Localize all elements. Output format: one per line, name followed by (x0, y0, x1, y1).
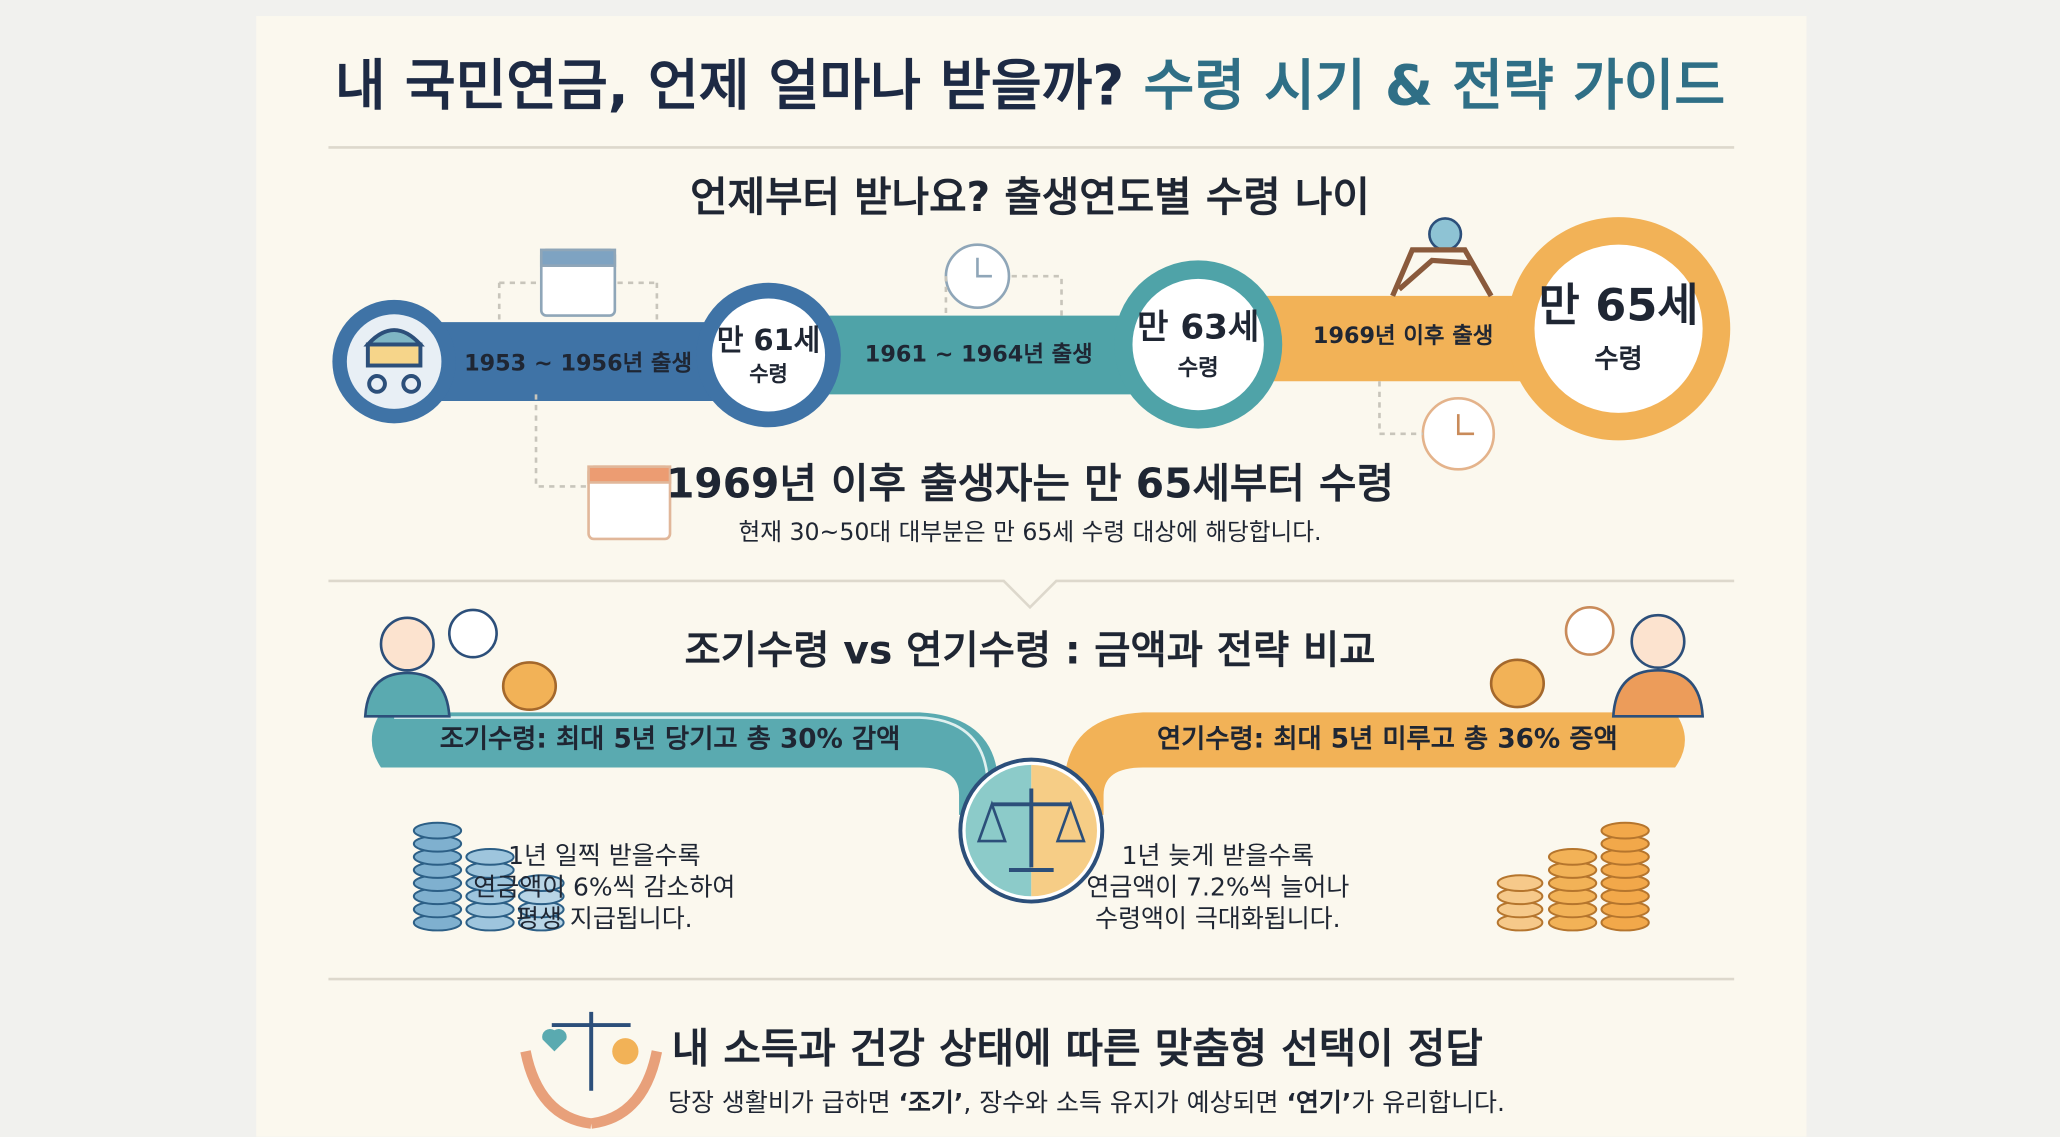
stage-label: 수령 (749, 361, 788, 386)
coin (517, 874, 565, 893)
conclusion-title: 내 소득과 건강 상태에 따른 맞춤형 선택이 정답 (672, 1024, 1483, 1072)
coin (1496, 874, 1544, 893)
coin (1600, 821, 1650, 840)
late-line: 1년 늦게 받을수록 (1122, 841, 1314, 870)
stage-birth: 1953 ~ 1956년 출생 (464, 351, 692, 377)
late-line: 수령액이 극대화됩니다. (1095, 904, 1340, 933)
note-run: 가 유리합니다. (1351, 1088, 1505, 1117)
coin-stacks (412, 821, 1650, 932)
divider (328, 579, 1735, 610)
comparison-graphic (363, 605, 1705, 904)
highlight: 1969년 이후 출생자는 만 65세부터 수령 (666, 459, 1394, 507)
title-main: 내 국민연금, 언제 얼마나 받을까? (335, 55, 1124, 119)
conclusion-note: 당장 생활비가 급하면 ‘조기’, 장수와 소득 유지가 예상되면 ‘연기’가 … (668, 1088, 1505, 1117)
late-line: 연금액이 7.2%씩 늘어나 (1086, 872, 1349, 901)
coin (412, 821, 463, 840)
stage-age: 만 65세 (1539, 280, 1699, 332)
early-line: 1년 일찍 받을수록 (508, 841, 700, 870)
stage-age: 만 61세 (717, 323, 820, 357)
note-run: ‘조기’ (898, 1088, 963, 1117)
early-label: 조기수령: 최대 5년 당기고 총 30% 감액 (440, 724, 901, 754)
section-title: 언제부터 받나요? 출생연도별 수령 나이 (690, 173, 1370, 221)
note-run: , 장수와 소득 유지가 예상되면 (963, 1088, 1286, 1117)
coin (465, 848, 515, 866)
hands-icon (520, 1011, 663, 1129)
stage-birth: 1969년 이후 출생 (1313, 323, 1493, 349)
main-title: 내 국민연금, 언제 얼마나 받을까? 수령 시기 & 전략 가이드 (335, 55, 1725, 119)
early-line: 연금액이 6%씩 감소하여 (473, 872, 735, 901)
stage-age: 만 63세 (1137, 308, 1259, 348)
note: 현재 30~50대 대부분은 만 65세 수령 대상에 해당합니다. (738, 518, 1321, 546)
note-run: ‘연기’ (1286, 1088, 1351, 1117)
stage-label: 수령 (1594, 345, 1642, 375)
stage-label: 수령 (1178, 355, 1219, 381)
note-run: 당장 생활비가 급하면 (668, 1088, 898, 1117)
timeline-track (332, 217, 1731, 441)
section-title: 조기수령 vs 연기수령 : 금액과 전략 비교 (684, 628, 1375, 674)
title-accent: 수령 시기 & 전략 가이드 (1144, 55, 1726, 119)
early-line: 평생 지급됩니다. (516, 904, 693, 933)
coin (1547, 848, 1598, 866)
late-label: 연기수령: 최대 5년 미루고 총 36% 증액 (1157, 724, 1618, 754)
decor-icons (497, 217, 1496, 541)
stage-birth: 1961 ~ 1964년 출생 (865, 342, 1093, 368)
panel (256, 16, 1807, 1137)
